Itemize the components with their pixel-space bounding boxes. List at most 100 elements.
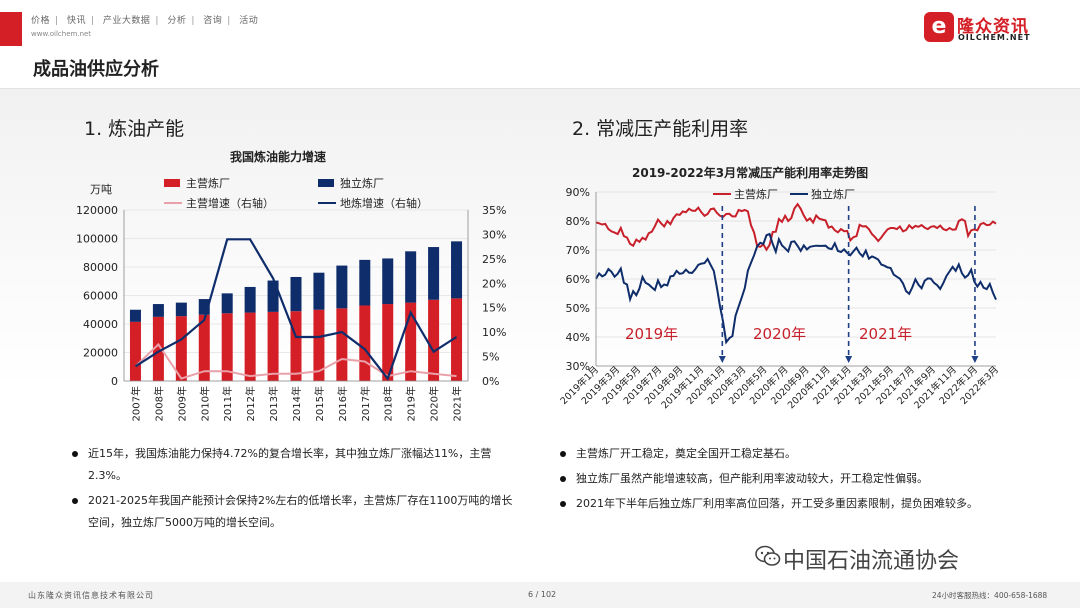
utilization-annotations: 2019年 2020年 2021年 [625, 206, 979, 363]
utilization-y-tick: 80% [566, 215, 590, 228]
nav-item-events[interactable]: 活动 [239, 16, 259, 26]
capacity-y2-tick: 35% [482, 204, 506, 217]
capacity-bar-independent [152, 304, 164, 317]
capacity-bar-independent [175, 302, 187, 317]
nav-item-bigdata[interactable]: 产业大数据 [102, 16, 151, 26]
nav-separator: | [155, 16, 159, 26]
utilization-legend: 主营炼厂 独立炼厂 [713, 187, 855, 201]
right-bullets: 主营炼厂开工稳定，奠定全国开工稳定基石。 独立炼厂虽然产能增速较高，但产能利用率… [558, 443, 978, 518]
right-bullet-2: 独立炼厂虽然产能增速较高，但产能利用率波动较大，开工稳定性偏弱。 [558, 468, 978, 490]
capacity-legend-item: 主营炼厂 [164, 176, 230, 190]
header-divider [0, 88, 1080, 89]
capacity-y2-tick: 25% [482, 253, 506, 266]
utilization-legend-item: 主营炼厂 [713, 187, 778, 201]
year-boundary-arrow-icon [845, 356, 853, 363]
year-boundary-arrow-icon [971, 356, 979, 363]
capacity-x-tick: 2020年 [428, 386, 441, 421]
capacity-legend-label: 独立炼厂 [340, 176, 384, 190]
section-title-utilization: 2. 常减压产能利用率 [572, 118, 749, 140]
capacity-x-tick: 2016年 [336, 386, 349, 421]
utilization-y-tick: 70% [566, 244, 590, 257]
capacity-x-tick: 2014年 [290, 386, 303, 421]
utilization-y-tick: 40% [566, 331, 590, 344]
capacity-bar-independent [244, 286, 256, 313]
utilization-legend-label: 独立炼厂 [811, 187, 855, 201]
utilization-y-tick: 50% [566, 302, 590, 315]
capacity-bar-independent [221, 293, 233, 314]
utilization-y-tick: 60% [566, 273, 590, 286]
capacity-legend-swatch [164, 179, 180, 187]
capacity-bars [129, 241, 463, 381]
capacity-bar-state [267, 311, 279, 381]
nav-item-analysis[interactable]: 分析 [167, 16, 187, 26]
logo-english-name: OILCHEM.NET [958, 33, 1031, 42]
nav-item-news[interactable]: 快讯 [66, 16, 86, 26]
capacity-y2-tick: 5% [482, 351, 499, 364]
left-bullet-2: 2021-2025年我国产能预计会保持2%左右的低增长率，主营炼厂存在1100万… [70, 490, 518, 534]
capacity-legend-item: 主营增速（右轴） [164, 196, 274, 210]
capacity-y-tick: 100000 [76, 233, 118, 246]
capacity-y-unit: 万吨 [90, 183, 112, 196]
chart-title-capacity: 我国炼油能力增速 [230, 150, 327, 164]
capacity-legend-label: 地炼增速（右轴） [340, 196, 428, 210]
capacity-axes: 120000 100000 80000 60000 40000 20000 0 35% 30% 2… [76, 183, 506, 421]
capacity-x-tick: 2021年 [451, 386, 464, 421]
nav-separator: | [90, 16, 95, 26]
capacity-bar-state [152, 316, 164, 381]
capacity-y-tick: 60000 [83, 290, 118, 303]
capacity-bar-independent [267, 280, 279, 312]
nav-item-consulting[interactable]: 咨询 [203, 16, 223, 26]
capacity-x-tick: 2019年 [405, 386, 418, 421]
capacity-y2-tick: 10% [482, 326, 506, 339]
logo-chinese-name: 隆众资讯 [957, 17, 1029, 37]
utilization-lines [595, 202, 997, 345]
capacity-bar-state [221, 313, 233, 381]
capacity-y-tick: 20000 [83, 347, 118, 360]
capacity-legend-swatch [318, 179, 334, 187]
footer-hotline: 24小时客服热线：400-658-1688 [932, 591, 1048, 600]
utilization-legend-label: 主营炼厂 [734, 187, 778, 201]
utilization-line-independent [595, 232, 997, 345]
capacity-bar-independent [313, 272, 325, 310]
capacity-y2-tick: 30% [482, 228, 506, 241]
capacity-bar-state [198, 314, 210, 381]
capacity-bar-independent [428, 247, 440, 300]
capacity-x-tick: 2018年 [382, 386, 395, 421]
nav-separator: | [227, 16, 231, 26]
utilization-y-tick: 90% [566, 186, 590, 199]
capacity-bar-state [244, 312, 256, 381]
capacity-x-tick: 2017年 [359, 386, 372, 421]
capacity-bar-state [405, 302, 417, 381]
capacity-y-tick: 0 [111, 375, 118, 388]
logo-e-icon: e [924, 12, 954, 42]
capacity-y2-tick: 0% [482, 375, 499, 388]
association-watermark: 中国石油流通协会 [783, 549, 960, 574]
capacity-bar-state [313, 309, 325, 381]
capacity-x-tick: 2012年 [244, 386, 257, 421]
capacity-bar-state [129, 321, 141, 381]
capacity-bar-independent [405, 251, 417, 303]
capacity-bar-independent [290, 276, 302, 312]
year-boundary-arrow-icon [718, 356, 726, 363]
capacity-legend-item: 独立炼厂 [318, 176, 384, 190]
capacity-bar-state [359, 305, 371, 381]
capacity-bar-independent [382, 258, 394, 305]
top-header: 价格 | 快讯 | 产业大数据 | 分析 | 咨询 | 活动 www.oilchem.ne… [0, 0, 1080, 50]
capacity-y-tick: 120000 [76, 204, 118, 217]
capacity-y-tick: 80000 [83, 261, 118, 274]
capacity-legend-item: 地炼增速（右轴） [318, 196, 428, 210]
capacity-x-tick: 2011年 [221, 386, 234, 421]
page-footer: 山东隆众资讯信息技术有限公司 6 / 102 24小时客服热线：400-658-… [0, 582, 1080, 608]
capacity-bar-state [451, 298, 463, 381]
capacity-line-state-growth [134, 342, 457, 380]
capacity-x-tick: 2009年 [175, 386, 188, 421]
capacity-legend-label: 主营炼厂 [186, 176, 230, 190]
chart-title-utilization: 2019-2022年3月常减压产能利用率走势图 [632, 166, 869, 180]
utilization-legend-item: 独立炼厂 [790, 187, 855, 201]
nav-item-price[interactable]: 价格 [31, 16, 51, 26]
utilization-y-tick: 30% [566, 360, 590, 373]
capacity-x-tick: 2015年 [313, 386, 326, 421]
capacity-bar-state [382, 304, 394, 381]
year-annotation: 2020年 [753, 325, 806, 343]
